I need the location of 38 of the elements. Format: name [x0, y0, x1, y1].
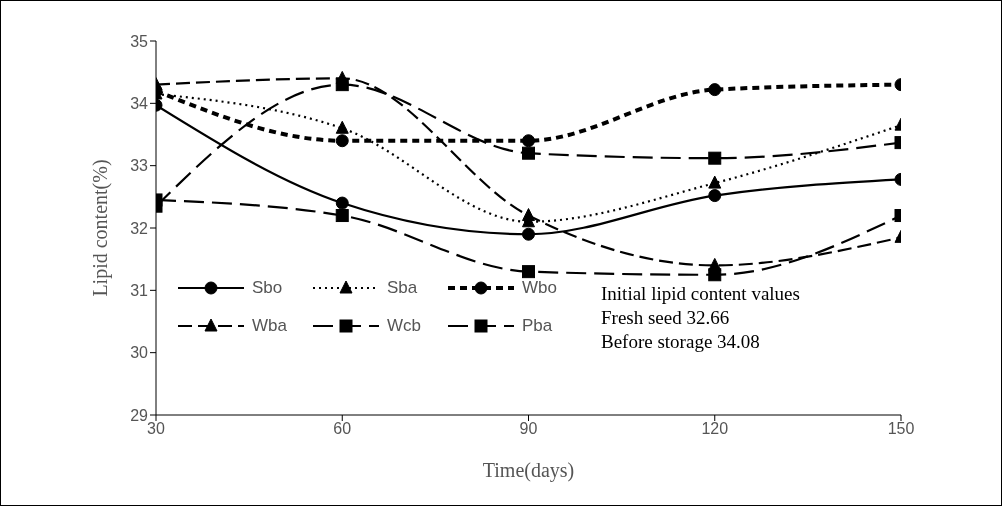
point: [335, 196, 349, 210]
point: [522, 265, 535, 279]
point: [708, 175, 722, 189]
x-axis-title: Time(days): [482, 459, 575, 482]
annotation: Fresh seed 32.66: [601, 306, 731, 331]
point: [522, 134, 535, 148]
point: [335, 78, 349, 92]
legend-label: Wcb: [387, 315, 421, 336]
y-tick-label: 34: [130, 95, 149, 113]
point: [335, 120, 349, 134]
y-axis-title: Lipid content(%): [89, 159, 113, 297]
y-tick-label: 35: [130, 32, 149, 50]
point: [522, 227, 535, 241]
y-tick-label: 31: [130, 282, 149, 300]
y-tick-label: 29: [130, 406, 149, 424]
point: [335, 209, 349, 223]
point: [522, 208, 535, 222]
x-tick-label: 60: [333, 420, 352, 438]
point: [708, 151, 722, 165]
y-tick-label: 30: [130, 344, 149, 362]
annotation: Initial lipid content values: [601, 282, 800, 307]
point: [708, 189, 722, 203]
legend-label: Wba: [252, 315, 287, 336]
legend-label: Pba: [522, 315, 553, 336]
y-tick-label: 33: [130, 157, 149, 175]
x-tick-label: 90: [519, 420, 538, 438]
legend-label: Sbo: [252, 277, 283, 298]
legend-label: Wbo: [522, 277, 557, 298]
point: [708, 83, 722, 97]
point: [522, 146, 535, 160]
point: [708, 268, 722, 282]
x-tick-label: 150: [887, 420, 915, 438]
x-tick-label: 120: [701, 420, 729, 438]
y-tick-label: 32: [130, 219, 149, 237]
legend-label: Sba: [387, 277, 418, 298]
annotation: Before storage 34.08: [601, 330, 761, 355]
point: [335, 134, 349, 148]
x-tick-label: 30: [147, 420, 165, 438]
